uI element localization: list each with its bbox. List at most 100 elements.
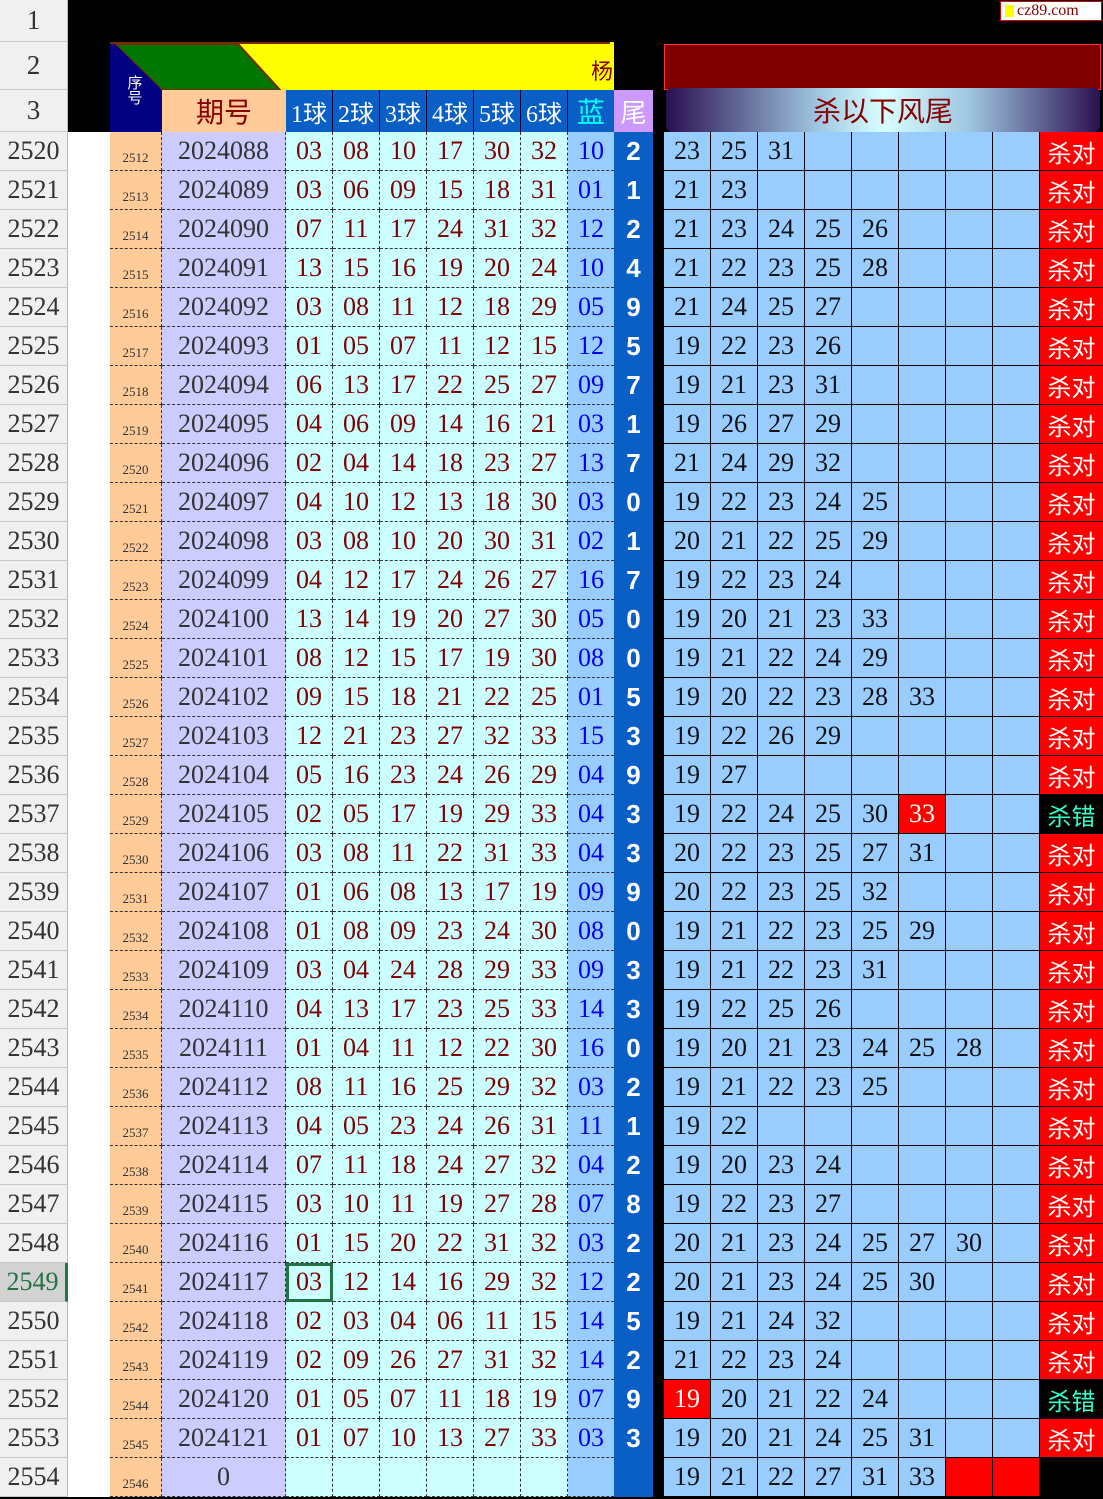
kill-cell[interactable]: [852, 132, 899, 171]
ball-cell[interactable]: 23: [474, 444, 521, 483]
seq-cell[interactable]: 2525: [110, 639, 162, 678]
kill-cell[interactable]: 27: [711, 756, 758, 795]
kill-cell[interactable]: [993, 795, 1040, 834]
blue-ball-cell[interactable]: 10: [568, 249, 614, 288]
kill-cell[interactable]: [993, 639, 1040, 678]
ball-cell[interactable]: 11: [333, 1146, 380, 1185]
blank-cell[interactable]: [68, 1458, 110, 1497]
period-cell[interactable]: 2024103: [162, 717, 286, 756]
ball-cell[interactable]: 08: [333, 834, 380, 873]
kill-cell[interactable]: [946, 639, 993, 678]
seq-cell[interactable]: 2513: [110, 171, 162, 210]
period-cell[interactable]: 2024108: [162, 912, 286, 951]
ball-cell[interactable]: 08: [333, 132, 380, 171]
row-header[interactable]: 2526: [0, 366, 68, 405]
ball-cell[interactable]: 13: [286, 249, 333, 288]
kill-cell[interactable]: 24: [805, 1419, 852, 1458]
ball-cell[interactable]: 21: [333, 717, 380, 756]
kill-cell[interactable]: 20: [664, 1224, 711, 1263]
period-cell[interactable]: 2024096: [162, 444, 286, 483]
blank-cell[interactable]: [68, 249, 110, 288]
period-cell[interactable]: 2024115: [162, 1185, 286, 1224]
ball-cell[interactable]: 17: [474, 873, 521, 912]
kill-cell[interactable]: [946, 444, 993, 483]
blue-ball-cell[interactable]: 14: [568, 1341, 614, 1380]
kill-cell[interactable]: [946, 288, 993, 327]
kill-cell[interactable]: [946, 132, 993, 171]
blue-ball-cell[interactable]: 09: [568, 873, 614, 912]
row-header[interactable]: 2523: [0, 249, 68, 288]
ball-cell[interactable]: 11: [380, 1029, 427, 1068]
seq-cell[interactable]: 2512: [110, 132, 162, 171]
seq-cell[interactable]: 2523: [110, 561, 162, 600]
blue-ball-cell[interactable]: 02: [568, 522, 614, 561]
ball-cell[interactable]: 15: [521, 1302, 568, 1341]
row-header[interactable]: 2546: [0, 1146, 68, 1185]
kill-cell[interactable]: 23: [758, 1341, 805, 1380]
kill-cell[interactable]: [993, 1146, 1040, 1185]
period-cell[interactable]: 2024117: [162, 1263, 286, 1302]
kill-cell[interactable]: 31: [852, 951, 899, 990]
kill-cell[interactable]: [946, 990, 993, 1029]
blue-ball-cell[interactable]: 16: [568, 561, 614, 600]
blue-ball-cell[interactable]: 03: [568, 483, 614, 522]
row-header[interactable]: 2539: [0, 873, 68, 912]
kill-cell[interactable]: [946, 561, 993, 600]
ball-cell[interactable]: 11: [474, 1302, 521, 1341]
blue-ball-cell[interactable]: 08: [568, 639, 614, 678]
kill-cell[interactable]: [993, 405, 1040, 444]
seq-cell[interactable]: 2542: [110, 1302, 162, 1341]
kill-cell[interactable]: [993, 210, 1040, 249]
ball-cell[interactable]: 04: [286, 405, 333, 444]
kill-cell[interactable]: 22: [711, 873, 758, 912]
kill-cell[interactable]: 31: [758, 132, 805, 171]
kill-cell[interactable]: [993, 1341, 1040, 1380]
kill-cell[interactable]: 29: [805, 717, 852, 756]
kill-cell[interactable]: 24: [805, 639, 852, 678]
tail-cell[interactable]: 3: [614, 717, 653, 756]
row-header[interactable]: 2534: [0, 678, 68, 717]
kill-cell[interactable]: [852, 444, 899, 483]
period-cell[interactable]: 2024101: [162, 639, 286, 678]
kill-cell[interactable]: 23: [805, 600, 852, 639]
kill-cell[interactable]: 24: [805, 483, 852, 522]
blank-cell[interactable]: [68, 1341, 110, 1380]
kill-cell[interactable]: 21: [664, 288, 711, 327]
ball-cell[interactable]: 05: [286, 756, 333, 795]
kill-cell[interactable]: [993, 1029, 1040, 1068]
ball-cell[interactable]: 18: [380, 1146, 427, 1185]
kill-cell[interactable]: 24: [805, 1341, 852, 1380]
kill-cell[interactable]: [946, 1302, 993, 1341]
kill-cell[interactable]: [946, 951, 993, 990]
seq-cell[interactable]: 2537: [110, 1107, 162, 1146]
kill-cell[interactable]: [946, 171, 993, 210]
kill-cell[interactable]: 19: [664, 1458, 711, 1497]
ball-cell[interactable]: 10: [380, 1419, 427, 1458]
kill-cell[interactable]: 21: [711, 1302, 758, 1341]
kill-cell[interactable]: [946, 600, 993, 639]
blank-cell[interactable]: [68, 834, 110, 873]
ball-cell[interactable]: 33: [521, 795, 568, 834]
kill-cell[interactable]: 32: [805, 1302, 852, 1341]
ball-cell[interactable]: 32: [474, 717, 521, 756]
period-cell[interactable]: 2024107: [162, 873, 286, 912]
tail-cell[interactable]: 1: [614, 522, 653, 561]
blank-cell[interactable]: [68, 1185, 110, 1224]
ball-cell[interactable]: 29: [474, 795, 521, 834]
tail-cell[interactable]: 0: [614, 912, 653, 951]
kill-cell[interactable]: 24: [852, 1380, 899, 1419]
kill-cell[interactable]: 19: [664, 600, 711, 639]
blank-cell[interactable]: [68, 990, 110, 1029]
kill-cell[interactable]: [899, 990, 946, 1029]
kill-cell[interactable]: 21: [711, 1263, 758, 1302]
seq-cell[interactable]: 2528: [110, 756, 162, 795]
row-header[interactable]: 2540: [0, 912, 68, 951]
kill-cell[interactable]: [993, 366, 1040, 405]
kill-cell[interactable]: [805, 756, 852, 795]
kill-cell[interactable]: 25: [758, 990, 805, 1029]
period-cell[interactable]: 2024089: [162, 171, 286, 210]
kill-cell[interactable]: [946, 1341, 993, 1380]
ball-cell[interactable]: 16: [380, 249, 427, 288]
kill-cell[interactable]: [946, 912, 993, 951]
kill-cell[interactable]: 21: [711, 1224, 758, 1263]
